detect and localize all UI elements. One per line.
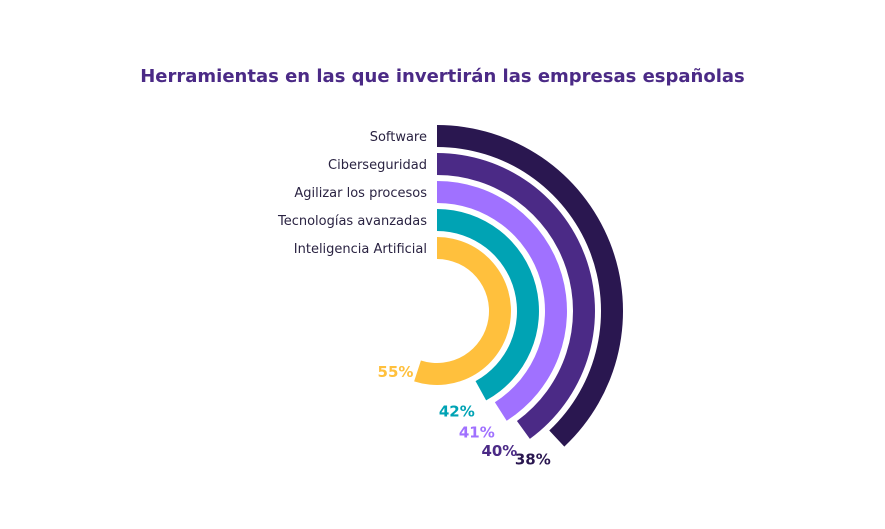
category-label: Ciberseguridad: [328, 158, 427, 173]
arc-ciberseguridad: [437, 153, 595, 439]
category-label: Agilizar los procesos: [294, 186, 427, 201]
arc-software: [437, 125, 624, 447]
value-label: 41%: [459, 424, 495, 442]
value-label: 55%: [378, 363, 414, 381]
value-label: 42%: [439, 403, 475, 421]
value-labels-group: 38%40%41% 42% 55%: [378, 363, 551, 469]
value-label: 40%: [481, 442, 517, 460]
arc-agilizar-los-procesos: [437, 181, 567, 421]
arcs-group: [414, 125, 624, 447]
chart-title: Herramientas en las que invertirán las e…: [140, 66, 745, 87]
category-labels-group: Software Ciberseguridad Agilizar los proce…: [277, 130, 427, 257]
category-label: Tecnologías avanzadas: [277, 214, 427, 229]
category-label: Software: [370, 130, 427, 145]
category-label: Inteligencia Artificial: [294, 242, 427, 257]
arc-tecnolog-as-avanzadas: [437, 209, 539, 401]
arc-inteligencia-artificial: [414, 237, 511, 385]
value-label: 38%: [515, 451, 551, 469]
